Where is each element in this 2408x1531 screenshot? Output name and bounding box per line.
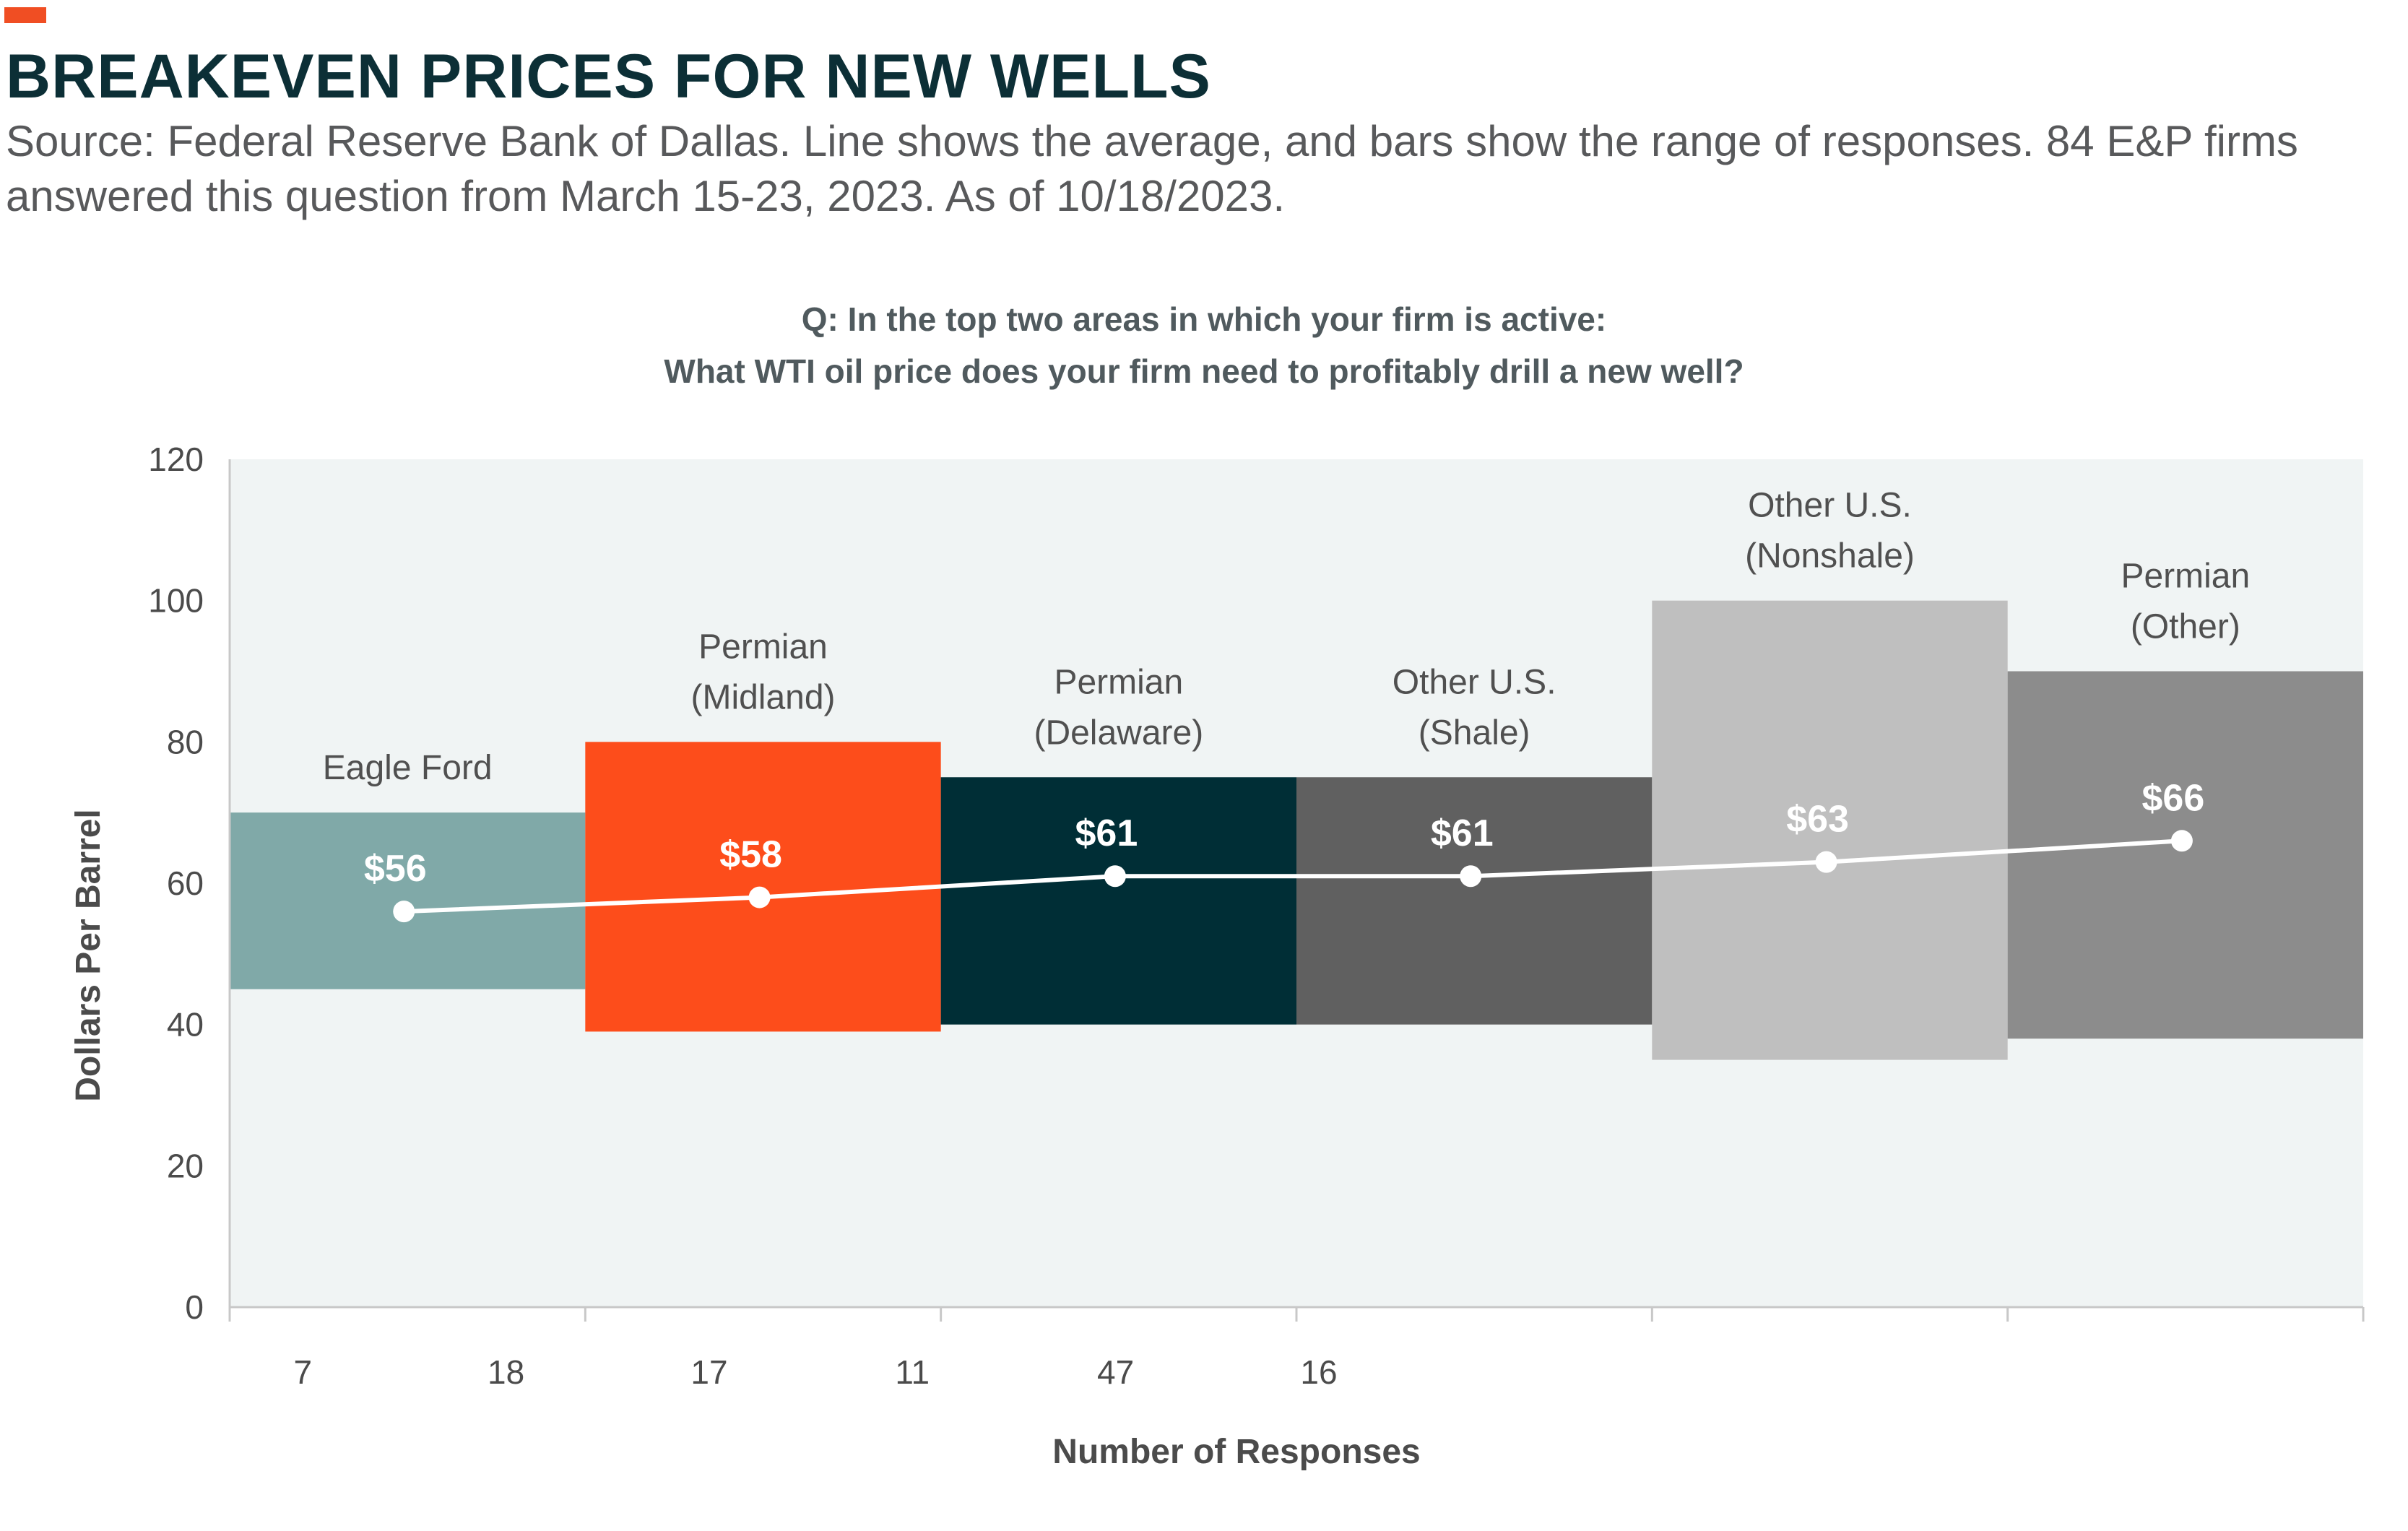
x-tick-label: 7: [293, 1353, 312, 1391]
x-tick-label: 16: [1300, 1353, 1337, 1391]
average-value-label: $58: [719, 834, 782, 876]
axes: 0 20 40 60 80 100 120 7 18 17 11 47 16: [148, 441, 2365, 1391]
average-point: [1815, 851, 1837, 873]
source-note: Source: Federal Reserve Bank of Dallas. …: [6, 117, 2298, 220]
x-tick-label: 17: [690, 1353, 727, 1391]
average-value-label: $61: [1075, 812, 1138, 854]
average-line-path: [404, 838, 2183, 914]
x-tick-label: 11: [895, 1353, 930, 1391]
range-bars: [230, 600, 2363, 1060]
range-bar: [230, 812, 586, 989]
category-label: (Midland): [690, 678, 835, 716]
chart-question-line-2: What WTI oil price does your firm need t…: [664, 352, 1744, 390]
range-bar: [585, 742, 941, 1032]
category-label: (Other): [2131, 608, 2240, 646]
y-tick-label: 100: [148, 582, 204, 620]
page-title: BREAKEVEN PRICES FOR NEW WELLS: [6, 42, 1211, 111]
average-point: [1460, 865, 1482, 888]
category-label: (Delaware): [1034, 714, 1203, 752]
title-accent-bar: [4, 7, 46, 23]
average-value-label: $63: [1786, 799, 1849, 841]
average-value-label: $61: [1431, 812, 1494, 854]
range-bar: [940, 777, 1296, 1025]
average-point: [2170, 830, 2193, 852]
range-bar: [2007, 671, 2363, 1039]
category-label: (Shale): [1419, 714, 1530, 752]
average-line: [393, 830, 2193, 923]
average-point: [1104, 865, 1126, 888]
range-bar: [1296, 777, 1653, 1025]
average-point: [393, 901, 415, 923]
y-tick-label: 120: [148, 441, 204, 478]
x-axis-title: Number of Responses: [1052, 1433, 1420, 1471]
y-axis-title: Dollars Per Barrel: [69, 809, 108, 1102]
category-label: Other U.S.: [1748, 487, 1912, 525]
average-value-label: $66: [2142, 777, 2205, 819]
y-tick-label: 0: [185, 1288, 204, 1326]
category-label: Permian: [2121, 558, 2250, 596]
category-label: Other U.S.: [1393, 663, 1556, 701]
chart-question-line-1: Q: In the top two areas in which your fi…: [801, 300, 1607, 338]
category-label: (Nonshale): [1745, 537, 1915, 576]
x-tick-label: 18: [488, 1353, 524, 1391]
chart-labels: Eagle Ford $56 Permian (Midland) $58 Permian (…: [323, 487, 2250, 890]
y-tick-label: 80: [167, 723, 204, 760]
category-label: Eagle Ford: [323, 749, 493, 787]
y-tick-label: 40: [167, 1006, 204, 1044]
range-bar: [1652, 600, 2008, 1060]
y-tick-label: 20: [167, 1147, 204, 1184]
average-value-label: $56: [364, 848, 427, 890]
x-tick-label: 47: [1097, 1353, 1134, 1391]
category-label: Permian: [1054, 663, 1183, 701]
y-tick-label: 60: [167, 864, 204, 902]
average-point: [748, 886, 771, 908]
category-label: Permian: [698, 628, 828, 666]
